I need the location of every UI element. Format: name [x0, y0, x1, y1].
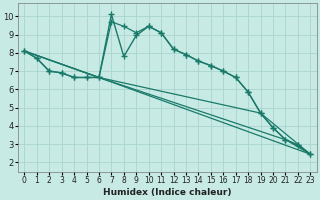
X-axis label: Humidex (Indice chaleur): Humidex (Indice chaleur)	[103, 188, 232, 197]
